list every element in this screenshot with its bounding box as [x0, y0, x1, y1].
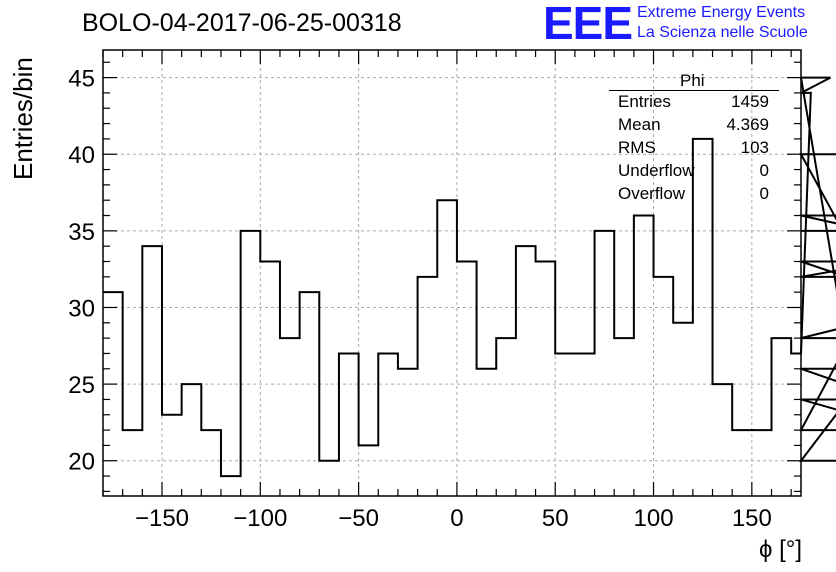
histogram-bin: [614, 338, 634, 496]
histogram-bin: [477, 369, 497, 496]
histogram-bin: [536, 262, 556, 496]
histogram-line: [103, 76, 836, 478]
y-axis-label: Entries/bin: [8, 57, 38, 180]
x-tick-label: −150: [135, 505, 189, 532]
stats-title: Phi: [680, 71, 705, 90]
histogram-bin: [241, 231, 261, 496]
y-tick-label: 25: [68, 372, 95, 399]
eee-logo: EEE: [543, 0, 633, 49]
x-axis-label: ϕ [°]: [758, 536, 802, 563]
histogram-bin: [221, 476, 241, 496]
histogram-bin: [201, 430, 221, 496]
x-tick-label: −50: [338, 505, 379, 532]
histogram-bin: [398, 369, 418, 496]
histogram-bin: [182, 384, 202, 496]
x-tick-label: 0: [450, 505, 463, 532]
histogram-bin: [123, 430, 143, 496]
histogram-bin: [575, 353, 595, 496]
x-tick-label: −100: [233, 505, 287, 532]
plot-frame: [102, 49, 802, 497]
histogram-bin: [378, 353, 398, 496]
histogram-bin: [437, 200, 457, 496]
stats-label: Underflow: [618, 161, 695, 180]
x-tick-label: 150: [732, 505, 772, 532]
histogram-bin: [162, 415, 182, 496]
histogram-bin: [457, 262, 477, 496]
histogram-bin: [654, 277, 674, 496]
histogram-bin: [418, 277, 438, 496]
stats-value: 103: [740, 138, 769, 157]
histogram-bin: [142, 246, 162, 496]
histogram-bin: [300, 292, 320, 496]
x-tick-label: 50: [542, 505, 569, 532]
histogram-bin: [732, 430, 752, 496]
histogram-bin: [693, 139, 713, 496]
histogram-bin: [673, 323, 693, 496]
x-tick-label: 100: [634, 505, 674, 532]
stats-value: 0: [759, 161, 769, 180]
histogram-bin: [339, 353, 359, 496]
histogram-bin: [260, 262, 280, 496]
histogram-bin: [595, 231, 615, 496]
y-tick-label: 20: [68, 449, 95, 476]
stats-label: Overflow: [618, 184, 686, 203]
y-tick-label: 30: [68, 295, 95, 322]
histogram-bin: [280, 338, 300, 496]
histogram-bin: [634, 216, 654, 496]
histogram-bin: [772, 338, 792, 496]
stats-value: 4.369: [726, 115, 769, 134]
stats-label: Entries: [618, 92, 671, 111]
logo-text-line1: Extreme Energy Events: [637, 4, 806, 21]
y-tick-label: 45: [68, 66, 95, 93]
histogram-bin: [752, 430, 772, 496]
histogram-bin: [713, 384, 733, 496]
logo-text-line2: La Scienza nelle Scuole: [637, 24, 808, 41]
stats-value: 1459: [731, 92, 769, 111]
stats-value: 0: [759, 184, 769, 203]
y-tick-label: 35: [68, 219, 95, 246]
histogram-bin: [496, 338, 516, 496]
y-tick-label: 40: [68, 142, 95, 169]
histogram-bin: [791, 353, 801, 496]
histogram-bin: [555, 353, 575, 496]
histogram-bin: [359, 445, 379, 496]
histogram-bin: [516, 246, 536, 496]
chart-title: BOLO-04-2017-06-25-00318: [82, 9, 402, 37]
stats-label: Mean: [618, 115, 661, 134]
histogram-bin: [319, 461, 339, 496]
stats-divider: [609, 90, 779, 91]
stats-label: RMS: [618, 138, 656, 157]
